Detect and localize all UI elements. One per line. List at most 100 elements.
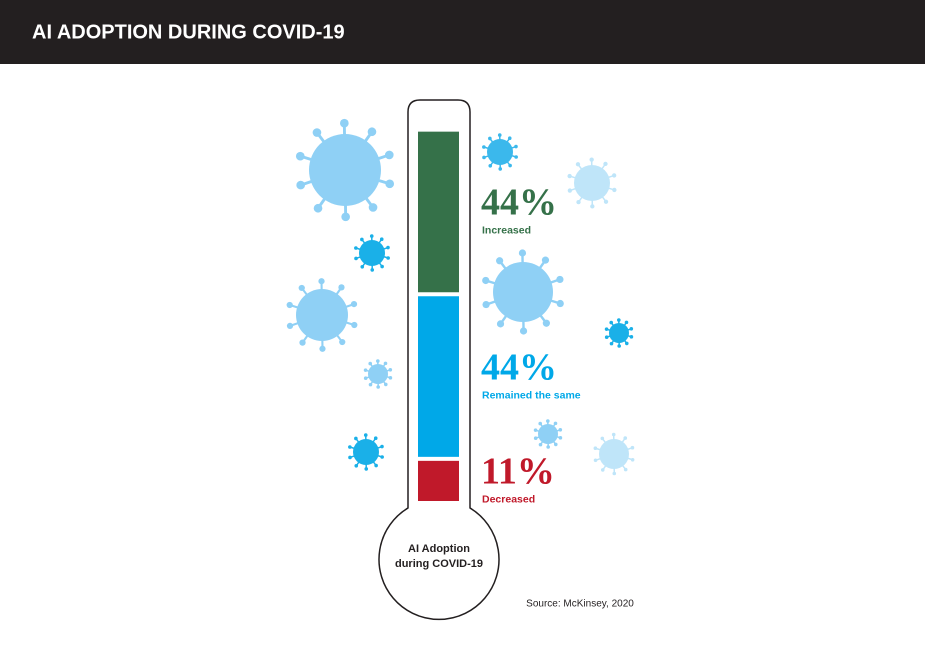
virus-knob bbox=[612, 187, 617, 193]
virus-knob bbox=[514, 144, 518, 149]
virus-knob bbox=[380, 264, 384, 269]
virus-knob bbox=[617, 344, 621, 348]
virus-body bbox=[353, 439, 379, 465]
virus-knob bbox=[354, 256, 358, 261]
virus-knob bbox=[363, 368, 368, 372]
virus-knob bbox=[556, 299, 564, 308]
virus-knob bbox=[488, 164, 493, 168]
virus-knob bbox=[376, 359, 380, 363]
virus-knob bbox=[384, 150, 394, 160]
virus-knob bbox=[533, 436, 538, 440]
value-label: 44% bbox=[481, 182, 557, 224]
value-label: 44% bbox=[481, 346, 557, 388]
segment bbox=[418, 460, 459, 501]
virus-knob bbox=[498, 167, 503, 171]
virus-knob bbox=[482, 276, 490, 285]
header-bar bbox=[0, 0, 925, 64]
virus-knob bbox=[482, 300, 490, 309]
virus-knob bbox=[546, 419, 550, 423]
virus-knob bbox=[567, 173, 572, 179]
virus-knob bbox=[558, 436, 563, 440]
virus-knob bbox=[482, 155, 486, 160]
virus-knob bbox=[380, 455, 384, 459]
virus-knob bbox=[312, 128, 322, 137]
virus-knob bbox=[589, 157, 594, 162]
bulb-label: AI Adoption bbox=[408, 543, 470, 555]
chart-title: AI ADOPTION DURING COVID-19 bbox=[32, 21, 345, 43]
virus-knob bbox=[538, 442, 543, 447]
virus-knob bbox=[617, 318, 621, 322]
virus-body bbox=[609, 323, 629, 343]
virus-knob bbox=[519, 327, 528, 335]
virus-knob bbox=[611, 432, 616, 437]
virus-knob bbox=[354, 436, 358, 441]
virus-knob bbox=[354, 246, 358, 250]
virus-knob bbox=[368, 361, 373, 366]
virus-knob bbox=[593, 446, 598, 451]
virus-knob bbox=[341, 212, 350, 222]
virus bbox=[286, 278, 358, 352]
virus-knob bbox=[374, 463, 378, 468]
virus-knob bbox=[319, 345, 326, 352]
segment bbox=[418, 296, 459, 457]
virus-knob bbox=[367, 127, 377, 137]
virus-knob bbox=[363, 376, 368, 380]
virus-knob bbox=[604, 327, 609, 331]
bulb-label: during COVID-19 bbox=[395, 558, 483, 570]
virus-knob bbox=[368, 203, 378, 212]
virus-knob bbox=[553, 442, 558, 447]
virus-knob bbox=[388, 376, 393, 380]
virus bbox=[348, 433, 384, 471]
virus-knob bbox=[296, 180, 306, 190]
virus-knob bbox=[558, 428, 563, 432]
virus bbox=[482, 249, 564, 335]
virus-knob bbox=[380, 444, 384, 449]
virus bbox=[482, 133, 518, 171]
virus bbox=[295, 118, 395, 222]
virus-knob bbox=[350, 300, 358, 308]
virus-knob bbox=[318, 278, 325, 285]
virus-knob bbox=[609, 341, 614, 346]
virus-body bbox=[368, 364, 388, 384]
virus bbox=[363, 359, 393, 389]
virus-knob bbox=[482, 145, 486, 149]
virus-knob bbox=[590, 204, 595, 209]
virus-body bbox=[538, 424, 558, 444]
virus-decorations bbox=[286, 118, 635, 476]
virus-knob bbox=[339, 338, 346, 346]
virus bbox=[533, 419, 563, 449]
virus-knob bbox=[538, 421, 543, 426]
category-label: Decreased bbox=[482, 494, 535, 506]
virus-knob bbox=[609, 320, 614, 325]
virus-knob bbox=[388, 368, 393, 372]
virus-knob bbox=[299, 339, 306, 346]
virus-knob bbox=[383, 382, 388, 387]
virus-knob bbox=[553, 421, 558, 426]
value-label: 11% bbox=[481, 451, 555, 493]
virus-knob bbox=[546, 445, 550, 449]
virus-knob bbox=[496, 257, 504, 265]
virus-knob bbox=[623, 467, 628, 472]
virus-knob bbox=[488, 136, 492, 141]
virus-knob bbox=[370, 268, 375, 272]
virus-body bbox=[574, 165, 610, 201]
virus-knob bbox=[385, 179, 395, 189]
virus-body bbox=[296, 289, 348, 341]
virus-knob bbox=[623, 436, 628, 440]
virus-knob bbox=[351, 321, 358, 329]
virus-knob bbox=[600, 436, 605, 441]
category-label: Remained the same bbox=[482, 389, 581, 401]
virus bbox=[604, 318, 634, 348]
virus-knob bbox=[556, 275, 564, 284]
virus-knob bbox=[576, 199, 581, 205]
virus-body bbox=[487, 139, 513, 165]
virus-knob bbox=[295, 151, 305, 161]
virus-knob bbox=[369, 234, 374, 238]
virus-knob bbox=[624, 320, 629, 325]
virus-body bbox=[309, 134, 381, 206]
virus-knob bbox=[629, 335, 634, 339]
virus-knob bbox=[630, 445, 635, 450]
virus-knob bbox=[348, 455, 352, 460]
virus-knob bbox=[514, 155, 518, 159]
category-label: Increased bbox=[482, 225, 531, 237]
